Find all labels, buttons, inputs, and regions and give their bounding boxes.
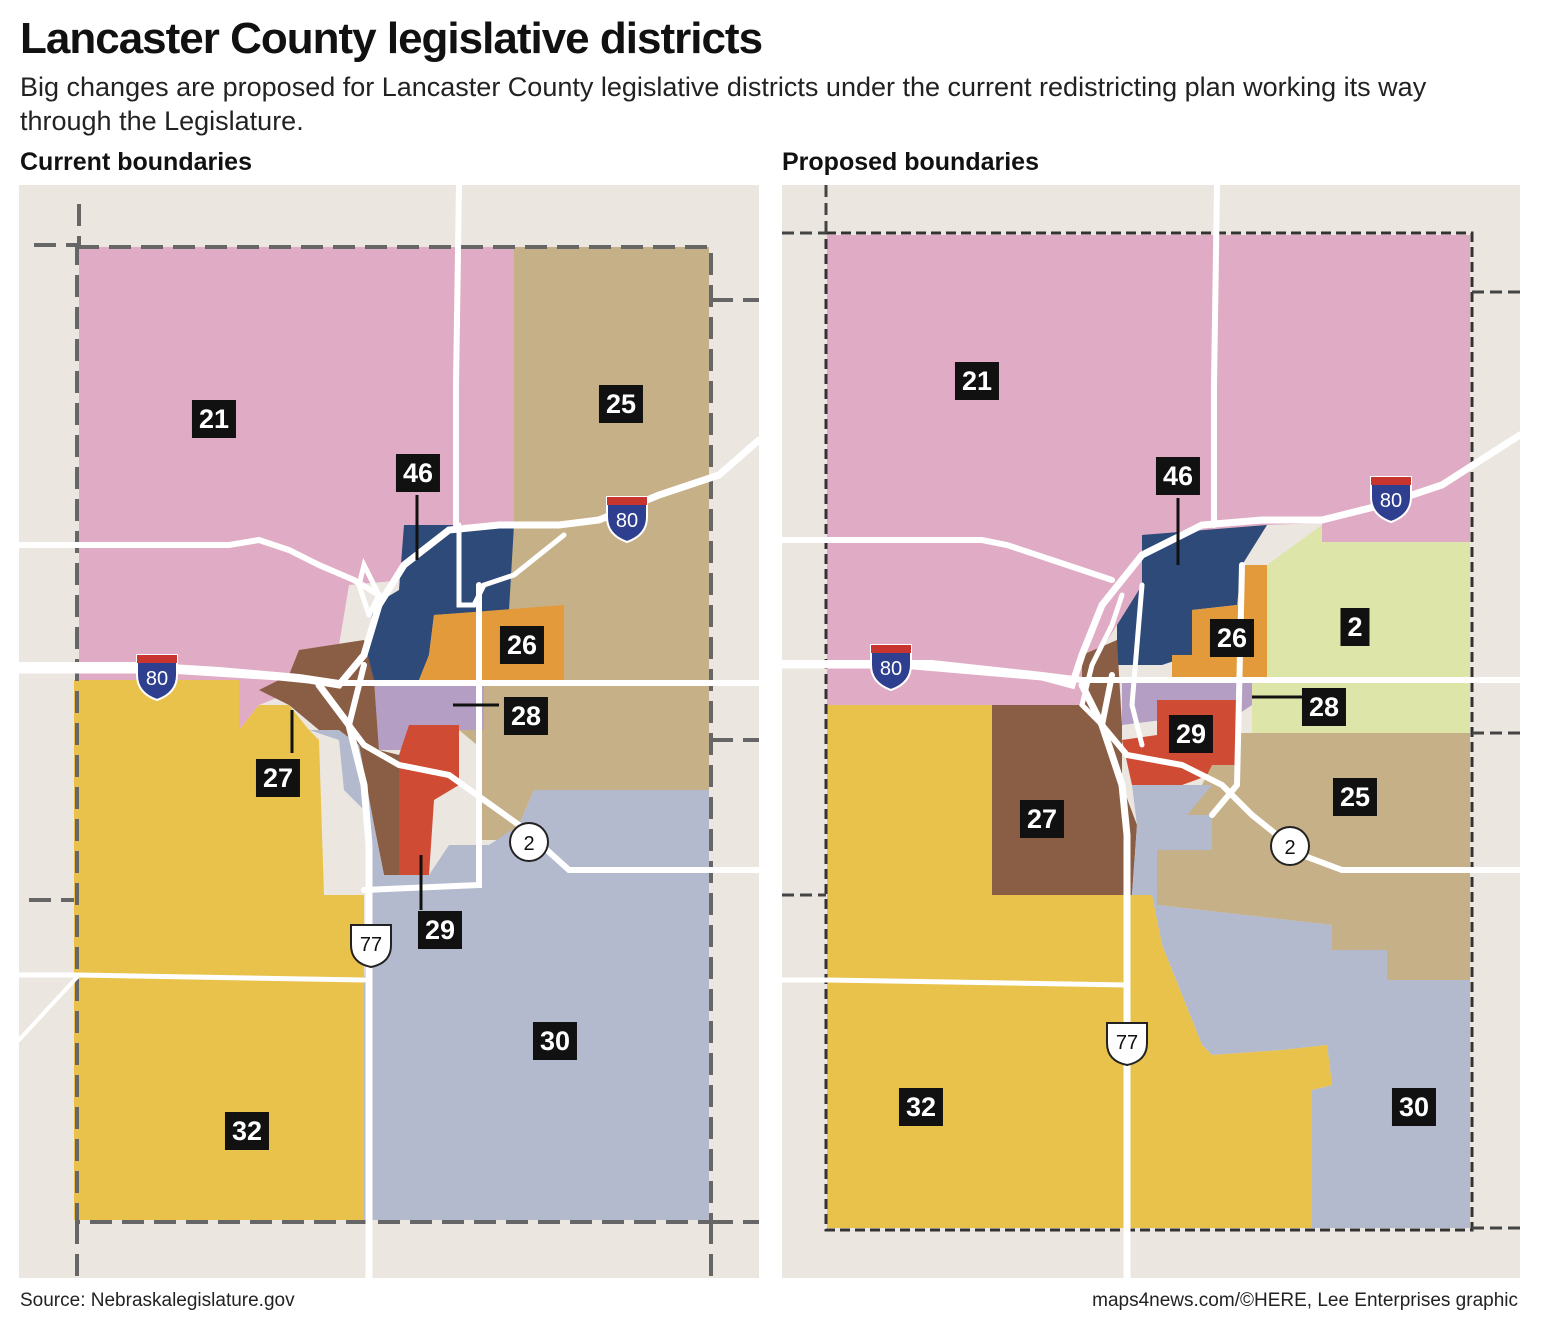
highway-2-shield: 2 bbox=[509, 822, 549, 862]
district-21-area bbox=[79, 247, 514, 730]
svg-text:2: 2 bbox=[523, 833, 534, 855]
current-map-drawing: 80 80 77 2 bbox=[19, 185, 759, 1278]
us-77-shield: 77 bbox=[1106, 1022, 1148, 1067]
district-32-area bbox=[827, 705, 1332, 1228]
county-border bbox=[34, 200, 81, 247]
district-29-area bbox=[399, 725, 459, 875]
district-27-label: 27 bbox=[1019, 800, 1065, 838]
district-21-area bbox=[827, 235, 1470, 705]
district-29-label: 29 bbox=[417, 911, 463, 949]
district-30-label: 30 bbox=[532, 1022, 578, 1060]
district-32-area bbox=[74, 680, 364, 1220]
district-32-label: 32 bbox=[224, 1112, 270, 1150]
highway-2-shield: 2 bbox=[1270, 826, 1310, 866]
us-77-shield: 77 bbox=[350, 924, 392, 969]
proposed-boundaries-map: 80 80 77 2 21 46 26 2 28 29 27 25 32 30 bbox=[782, 185, 1520, 1278]
district-28-label: 28 bbox=[1301, 688, 1347, 726]
county-border-main bbox=[75, 245, 713, 1224]
district-32-label: 32 bbox=[898, 1088, 944, 1126]
page-title: Lancaster County legislative districts bbox=[20, 14, 763, 63]
interstate-80-shield-west: 80 bbox=[870, 644, 912, 692]
district-27-area bbox=[259, 640, 399, 875]
district-29-label: 29 bbox=[1168, 715, 1214, 753]
district-21-label: 21 bbox=[954, 362, 1000, 400]
district-25-area bbox=[459, 247, 709, 840]
district-46-area bbox=[1117, 525, 1267, 665]
svg-text:80: 80 bbox=[1380, 490, 1402, 512]
district-28-label: 28 bbox=[503, 697, 549, 735]
svg-text:80: 80 bbox=[616, 510, 638, 532]
district-2-label: 2 bbox=[1340, 608, 1370, 646]
current-map-heading: Current boundaries bbox=[20, 148, 252, 176]
interstate-80-shield-east: 80 bbox=[1370, 476, 1412, 524]
district-46-label: 46 bbox=[1155, 457, 1201, 495]
source-note: Source: Nebraskalegislature.gov bbox=[20, 1290, 295, 1311]
district-27-label: 27 bbox=[255, 759, 301, 797]
district-46-label: 46 bbox=[395, 454, 441, 492]
district-26-label: 26 bbox=[1209, 619, 1255, 657]
district-30-label: 30 bbox=[1391, 1088, 1437, 1126]
district-25-label: 25 bbox=[1332, 778, 1378, 816]
district-25-label: 25 bbox=[598, 385, 644, 423]
svg-text:80: 80 bbox=[880, 658, 902, 680]
svg-text:77: 77 bbox=[360, 934, 382, 956]
svg-text:2: 2 bbox=[1284, 837, 1295, 859]
interstate-80-shield: 80 bbox=[136, 654, 178, 702]
interstate-80-shield-east: 80 bbox=[606, 496, 648, 544]
page-subtitle: Big changes are proposed for Lancaster C… bbox=[20, 72, 1427, 136]
district-30-area bbox=[309, 730, 709, 1220]
proposed-map-drawing: 80 80 77 2 bbox=[782, 185, 1520, 1278]
svg-text:77: 77 bbox=[1116, 1032, 1138, 1054]
district-30-area bbox=[1132, 785, 1470, 1228]
district-21-label: 21 bbox=[191, 400, 237, 438]
district-26-label: 26 bbox=[499, 626, 545, 664]
interstate-80-label: 80 bbox=[146, 668, 168, 690]
proposed-map-heading: Proposed boundaries bbox=[782, 148, 1039, 176]
credit-note: maps4news.com/©HERE, Lee Enterprises gra… bbox=[1092, 1290, 1518, 1311]
current-boundaries-map: 80 80 77 2 21 25 46 26 28 27 29 30 32 bbox=[19, 185, 759, 1278]
